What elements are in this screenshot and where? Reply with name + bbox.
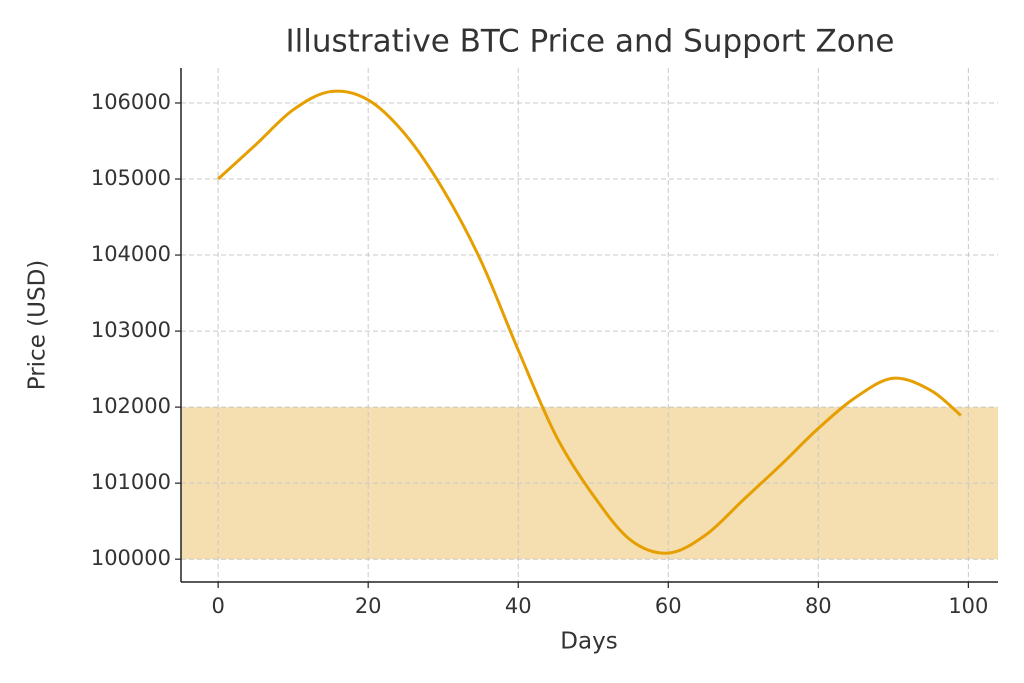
y-tick-label: 104000	[91, 242, 171, 266]
chart-title: Illustrative BTC Price and Support Zone	[286, 24, 895, 60]
x-tick-label: 100	[948, 594, 988, 618]
y-tick-label: 102000	[91, 394, 171, 418]
x-tick-label: 40	[505, 594, 532, 618]
x-axis-label: Days	[560, 629, 617, 655]
x-tick-label: 0	[211, 594, 224, 618]
price-line	[217, 89, 962, 555]
y-tick-label: 103000	[91, 318, 171, 342]
y-tick-label: 105000	[91, 166, 171, 190]
y-tick-label: 101000	[91, 470, 171, 494]
x-tick-label: 80	[805, 594, 832, 618]
x-tick-label: 60	[655, 594, 682, 618]
y-axis-label: Price (USD)	[25, 260, 51, 391]
x-tick-label: 20	[355, 594, 382, 618]
y-tick-label: 106000	[91, 90, 171, 114]
y-tick-label: 100000	[91, 546, 171, 570]
